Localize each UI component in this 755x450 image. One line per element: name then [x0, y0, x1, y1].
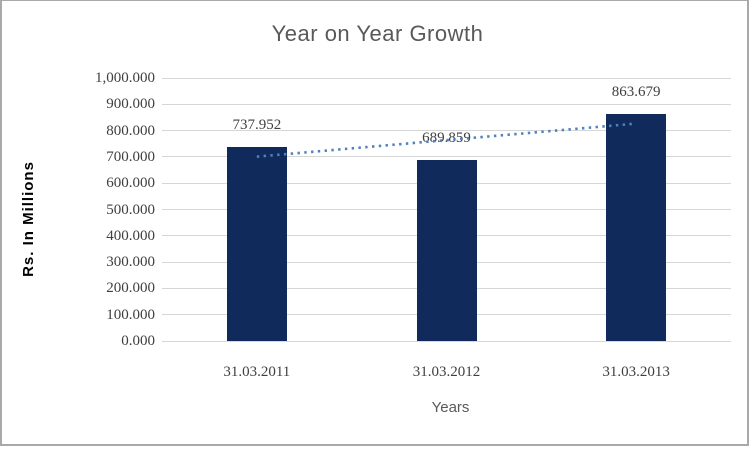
y-tick-label: 900.000: [106, 96, 155, 113]
bar: [606, 113, 667, 341]
chart-title: Year on Year Growth: [271, 21, 484, 46]
y-tick-label: 700.000: [106, 148, 155, 165]
y-tick-label: 100.000: [106, 306, 155, 323]
bar-data-label: 863.679: [611, 83, 661, 100]
gridline: [162, 103, 731, 105]
gridline: [162, 77, 731, 79]
x-tick-label: 31.03.2012: [412, 364, 481, 380]
y-tick-label: 400.000: [106, 227, 155, 244]
gridline: [162, 130, 731, 132]
y-tick-label: 500.000: [106, 201, 155, 218]
x-axis-title: Years: [431, 399, 470, 416]
bar-data-label: 737.952: [232, 116, 282, 133]
y-tick-label: 800.000: [106, 122, 155, 139]
y-tick-label: 600.000: [106, 175, 155, 192]
y-tick-label: 300.000: [106, 254, 155, 271]
gridline: [162, 340, 731, 342]
bar: [226, 146, 287, 341]
y-tick-label: 1,000.000: [95, 70, 155, 86]
x-tick-label: 31.03.2011: [223, 364, 291, 380]
x-tick-label: 31.03.2013: [602, 364, 670, 380]
y-tick-label: 0.000: [121, 333, 155, 349]
gridline: [162, 156, 731, 158]
y-tick-label: 200.000: [106, 280, 155, 297]
bar: [416, 159, 477, 341]
